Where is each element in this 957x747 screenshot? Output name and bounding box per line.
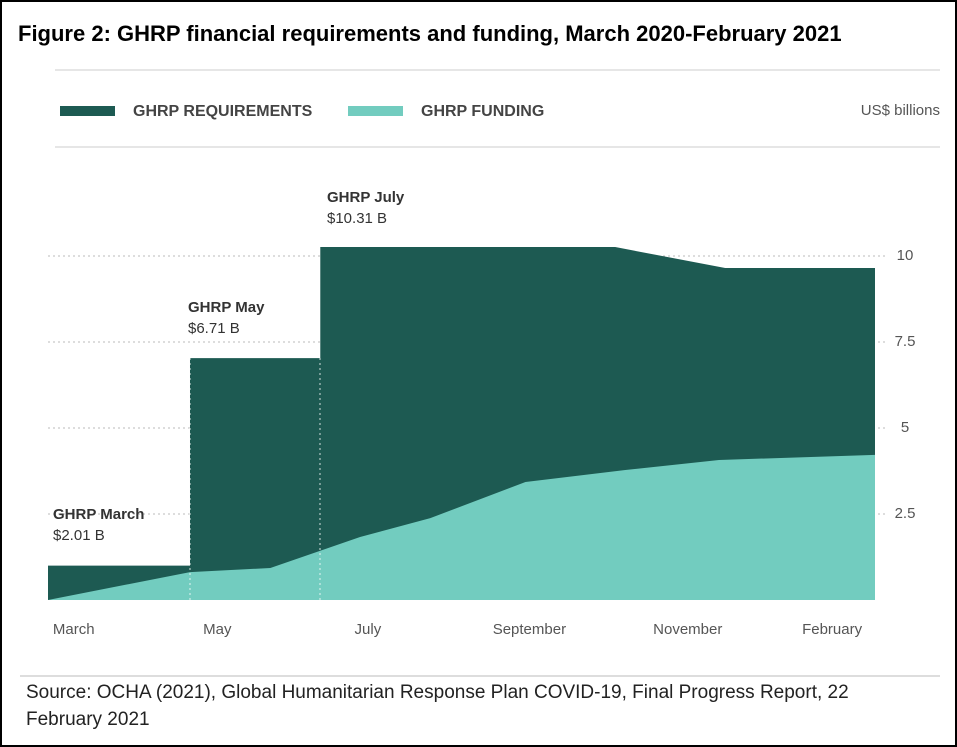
y-tick-label: 10 <box>897 247 914 264</box>
legend-swatch <box>348 106 403 116</box>
x-tick-label: February <box>802 621 863 638</box>
unit-label: US$ billions <box>861 102 940 119</box>
source-line: February 2021 <box>26 709 150 730</box>
x-tick-label: March <box>53 621 95 638</box>
area <box>48 454 875 600</box>
legend-label: GHRP REQUIREMENTS <box>133 103 313 120</box>
annotation-value: $2.01 B <box>53 527 105 544</box>
legend-label: GHRP FUNDING <box>421 103 544 120</box>
source: Source: OCHA (2021), Global Humanitarian… <box>26 682 849 730</box>
annotation-title: GHRP May <box>188 299 265 316</box>
figure-title: Figure 2: GHRP financial requirements an… <box>18 21 842 46</box>
y-tick-label: 2.5 <box>895 505 916 522</box>
annotation-title: GHRP July <box>327 189 405 206</box>
annotation-title: GHRP March <box>53 506 144 523</box>
y-tick-label: 5 <box>901 419 909 436</box>
annotation-value: $6.71 B <box>188 320 240 337</box>
x-tick-label: November <box>653 621 722 638</box>
legend-swatch <box>60 106 115 116</box>
y-tick-label: 7.5 <box>895 333 916 350</box>
x-tick-label: July <box>355 621 382 638</box>
annotation-value: $10.31 B <box>327 210 387 227</box>
x-tick-label: September <box>493 621 566 638</box>
x-tick-label: May <box>203 621 232 638</box>
source-line: Source: OCHA (2021), Global Humanitarian… <box>26 682 849 703</box>
